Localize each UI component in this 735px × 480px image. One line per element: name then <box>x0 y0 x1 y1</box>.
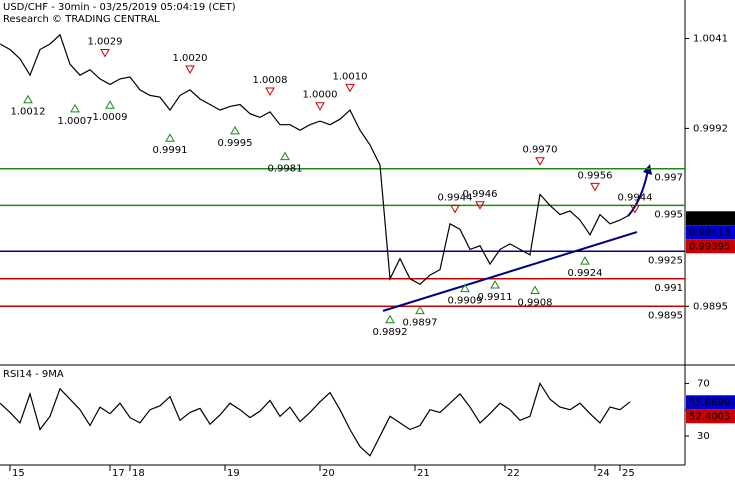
price-box <box>686 395 735 410</box>
y-tick-label: 1.0041 <box>693 34 728 45</box>
rsi-line <box>0 381 631 457</box>
price-line <box>0 33 631 286</box>
high-label: 1.0000 <box>303 90 338 101</box>
high-label: 1.0020 <box>173 53 208 64</box>
price-box-label: 0.99395 <box>689 241 730 252</box>
x-tick-label: 19 <box>227 468 240 479</box>
low-label: 1.0009 <box>93 112 128 123</box>
high-label: 1.0010 <box>333 71 368 82</box>
low-marker <box>490 279 500 289</box>
high-label: 0.9944 <box>438 192 473 203</box>
high-marker <box>265 87 275 97</box>
low-marker <box>460 283 470 293</box>
high-marker <box>100 49 110 58</box>
high-marker <box>475 201 485 210</box>
high-marker <box>450 204 460 214</box>
low-label: 0.9897 <box>403 318 438 329</box>
high-marker <box>590 182 600 192</box>
chart-title: USD/CHF - 30min - 03/25/2019 05:04:19 (C… <box>3 2 236 13</box>
projection-arrow <box>627 169 649 217</box>
price-box <box>686 211 735 226</box>
projection-arrowhead <box>643 164 652 175</box>
price-box-label: 52.4003 <box>689 411 730 422</box>
low-label: 1.0012 <box>11 107 46 118</box>
low-label: 0.9991 <box>153 145 188 156</box>
low-marker <box>280 151 290 161</box>
level-label: 0.991 <box>654 283 683 294</box>
low-marker <box>385 314 395 324</box>
low-label: 0.9924 <box>568 268 603 279</box>
level-label: 0.995 <box>654 209 683 220</box>
high-label: 0.9944 <box>618 192 653 203</box>
price-box-label: 0.9943 <box>689 213 724 224</box>
high-label: 1.0008 <box>253 75 288 86</box>
low-label: 1.0007 <box>58 116 93 127</box>
rsi-title: RSI14 - 9MA <box>3 369 64 380</box>
price-box-label: 0.99413 <box>689 227 730 238</box>
low-marker <box>70 103 80 113</box>
low-marker <box>230 125 240 135</box>
high-label: 0.9956 <box>578 170 613 181</box>
price-box-label: 55.6699 <box>689 397 730 408</box>
high-marker <box>630 204 640 214</box>
high-label: 1.0029 <box>88 37 123 48</box>
low-marker <box>530 285 540 294</box>
low-label: 0.9908 <box>518 297 553 308</box>
high-marker <box>185 65 195 75</box>
low-marker <box>165 133 175 142</box>
low-label: 0.9909 <box>448 296 483 307</box>
high-label: 0.9946 <box>463 189 498 200</box>
low-label: 0.9995 <box>218 138 253 149</box>
high-marker <box>315 102 325 111</box>
y-tick-label: 0.9992 <box>693 123 728 134</box>
low-label: 0.9981 <box>268 164 303 175</box>
x-tick-label: 22 <box>507 468 520 479</box>
level-label: 0.9895 <box>648 310 683 321</box>
level-label: 0.9925 <box>648 255 683 266</box>
chart-subtitle: Research © TRADING CENTRAL <box>3 14 160 25</box>
low-label: 0.9911 <box>478 292 513 303</box>
x-tick-label: 15 <box>12 468 25 479</box>
high-label: 0.9970 <box>523 145 558 156</box>
high-marker <box>535 157 545 166</box>
level-label: 0.997 <box>654 173 683 184</box>
price-box <box>686 225 735 240</box>
price-box <box>686 239 735 254</box>
low-marker <box>580 256 590 265</box>
x-tick-label: 18 <box>132 468 145 479</box>
low-marker <box>23 94 33 104</box>
low-marker <box>415 305 425 315</box>
x-tick-label: 21 <box>417 468 430 479</box>
high-marker <box>345 83 355 93</box>
price-box <box>686 409 735 424</box>
trendline <box>382 231 638 312</box>
rsi-tick-label: 30 <box>697 431 710 442</box>
low-marker <box>105 100 115 109</box>
x-tick-label: 17 <box>112 468 125 479</box>
rsi-tick-label: 70 <box>697 378 710 389</box>
y-tick-label: 0.9895 <box>693 301 728 312</box>
x-tick-label: 20 <box>322 468 335 479</box>
x-tick-label: 24 <box>597 468 610 479</box>
x-tick-label: 25 <box>622 468 635 479</box>
low-label: 0.9892 <box>373 327 408 338</box>
